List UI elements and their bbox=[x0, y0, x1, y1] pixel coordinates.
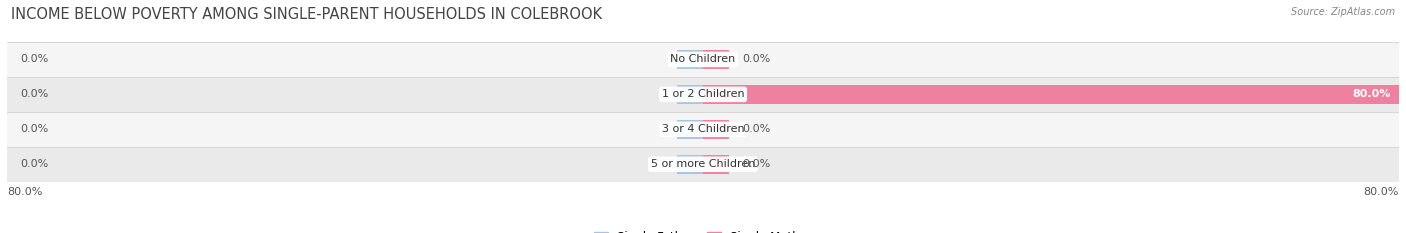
Bar bbox=[7, 112, 1399, 147]
Text: 3 or 4 Children: 3 or 4 Children bbox=[662, 124, 744, 134]
Bar bbox=[703, 50, 730, 69]
Bar bbox=[676, 120, 703, 139]
Bar bbox=[7, 77, 1399, 112]
Text: 5 or more Children: 5 or more Children bbox=[651, 159, 755, 169]
Text: 0.0%: 0.0% bbox=[20, 124, 48, 134]
Bar bbox=[7, 147, 1399, 182]
Text: 80.0%: 80.0% bbox=[1364, 187, 1399, 197]
Bar bbox=[703, 85, 1399, 104]
Text: INCOME BELOW POVERTY AMONG SINGLE-PARENT HOUSEHOLDS IN COLEBROOK: INCOME BELOW POVERTY AMONG SINGLE-PARENT… bbox=[11, 7, 602, 22]
Text: Source: ZipAtlas.com: Source: ZipAtlas.com bbox=[1291, 7, 1395, 17]
Text: 0.0%: 0.0% bbox=[742, 55, 770, 64]
Bar bbox=[676, 85, 703, 104]
Text: 0.0%: 0.0% bbox=[742, 159, 770, 169]
Bar bbox=[676, 50, 703, 69]
Text: 0.0%: 0.0% bbox=[20, 89, 48, 99]
Text: No Children: No Children bbox=[671, 55, 735, 64]
Text: 80.0%: 80.0% bbox=[1353, 89, 1391, 99]
Text: 0.0%: 0.0% bbox=[20, 159, 48, 169]
Text: 0.0%: 0.0% bbox=[20, 55, 48, 64]
Legend: Single Father, Single Mother: Single Father, Single Mother bbox=[589, 226, 817, 233]
Bar bbox=[703, 120, 730, 139]
Text: 80.0%: 80.0% bbox=[7, 187, 42, 197]
Text: 0.0%: 0.0% bbox=[742, 124, 770, 134]
Bar bbox=[703, 155, 730, 174]
Text: 1 or 2 Children: 1 or 2 Children bbox=[662, 89, 744, 99]
Bar bbox=[7, 42, 1399, 77]
Bar bbox=[676, 155, 703, 174]
